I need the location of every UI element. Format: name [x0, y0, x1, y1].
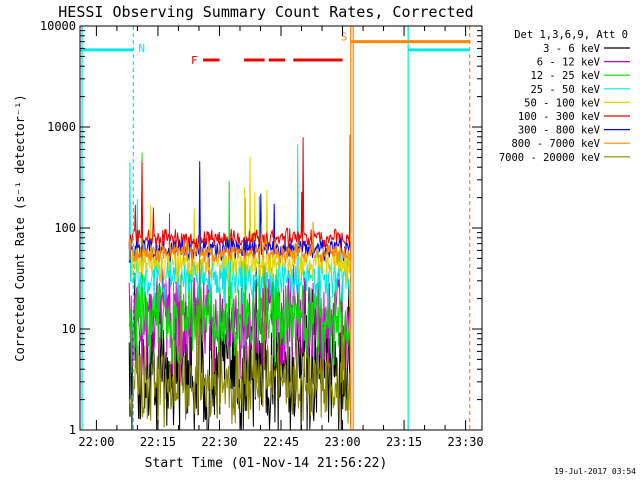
x-axis-label: Start Time (01-Nov-14 21:56:22): [145, 456, 388, 471]
y-axis-label: Corrected Count Rate (s⁻¹ detector⁻¹): [13, 94, 27, 361]
legend-label: 100 - 300 keV: [518, 111, 601, 123]
legend-label: 6 - 12 keV: [537, 57, 601, 69]
legend: Det 1,3,6,9, Att 0 3 - 6 keV 6 - 12 keV12…: [499, 29, 630, 164]
legend-label: 800 - 7000 keV: [511, 138, 600, 150]
x-axis: 22:00 22:15 22:30 22:45 23:00 23:15 23:30: [78, 26, 484, 449]
x-tick-label: 23:15: [386, 435, 422, 449]
x-tick-label: 23:30: [448, 435, 484, 449]
y-axis: 1 10 100 1000 10000: [40, 19, 482, 437]
y-tick-label: 1: [69, 423, 76, 437]
x-tick-label: 22:15: [140, 435, 176, 449]
y-tick-label: 10: [62, 322, 76, 336]
x-tick-label: 22:00: [78, 435, 114, 449]
legend-label: 3 - 6 keV: [543, 43, 601, 55]
series-trace-8: [128, 236, 352, 428]
series-trace-5: [128, 134, 352, 252]
y-tick-label: 1000: [47, 120, 76, 134]
series-trace-4: [128, 156, 352, 283]
series-trace-2: [128, 152, 352, 377]
legend-label: 25 - 50 keV: [530, 84, 600, 96]
plot-data-area: [128, 134, 352, 430]
x-tick-label: 22:45: [263, 435, 299, 449]
generation-timestamp: 19-Jul-2017 03:54: [554, 467, 636, 476]
y-tick-label: 100: [54, 221, 76, 235]
legend-label: 12 - 25 keV: [530, 70, 600, 82]
flare-label: F: [191, 54, 198, 67]
legend-label: 300 - 800 keV: [518, 125, 601, 137]
x-tick-label: 23:00: [324, 435, 360, 449]
series-trace-3: [128, 144, 352, 309]
annotation-layer: N S F: [80, 26, 471, 430]
night-label: N: [138, 42, 145, 55]
x-tick-label: 22:30: [201, 435, 237, 449]
chart-title: HESSI Observing Summary Count Rates, Cor…: [58, 3, 473, 21]
saa-label: S: [341, 31, 348, 44]
series-trace-7: [128, 221, 352, 267]
legend-title: Det 1,3,6,9, Att 0: [514, 29, 628, 41]
legend-label: 7000 - 20000 keV: [499, 152, 601, 164]
legend-label: 50 - 100 keV: [524, 97, 601, 109]
y-tick-label: 10000: [40, 19, 76, 33]
